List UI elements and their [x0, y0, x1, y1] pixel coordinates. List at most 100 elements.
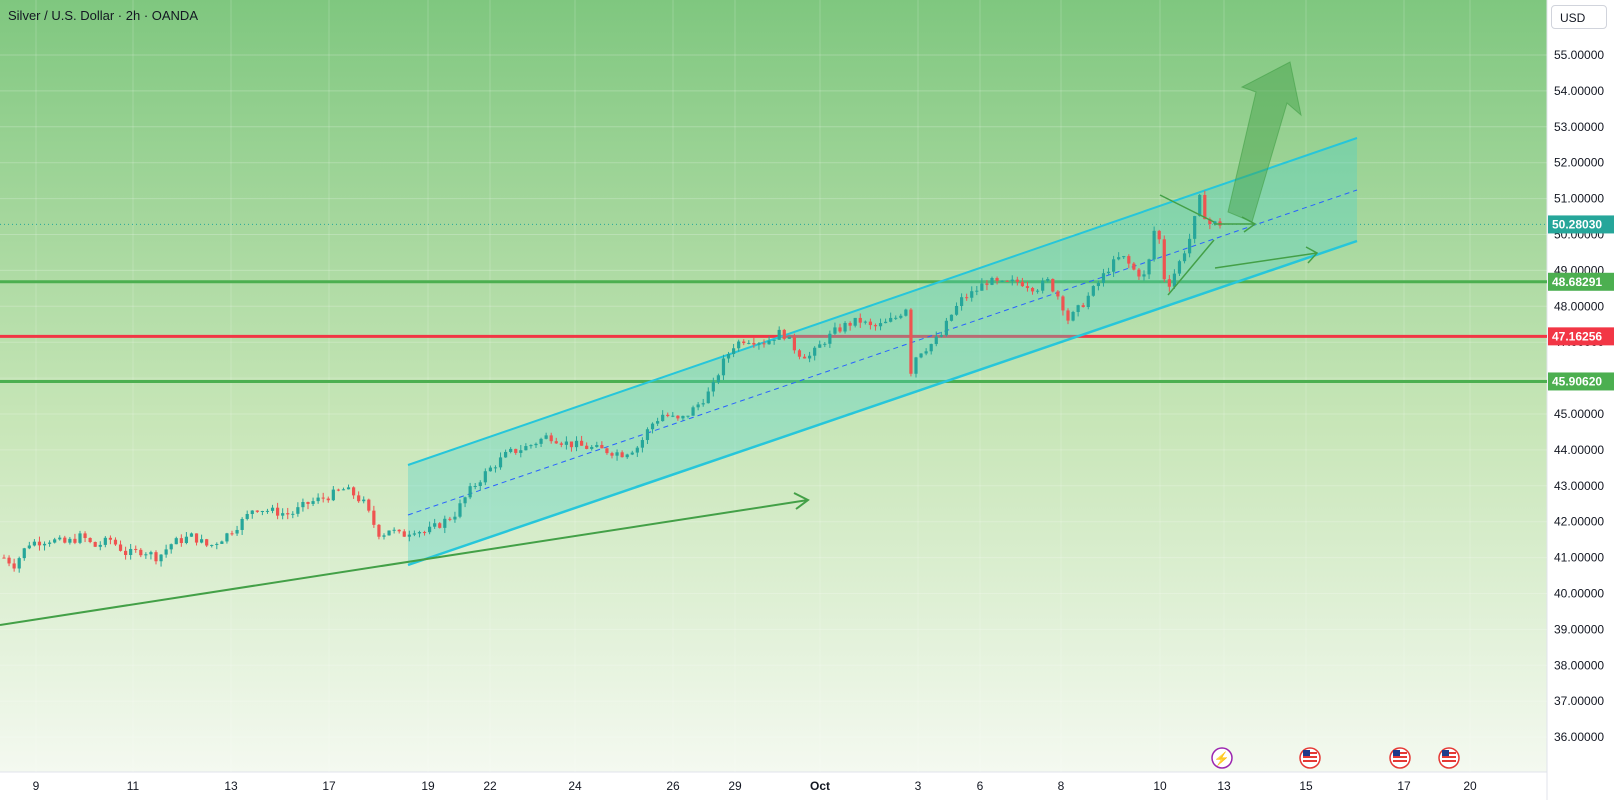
symbol-title[interactable]: Silver / U.S. Dollar · 2h · OANDA — [8, 8, 198, 23]
candle-body — [149, 552, 153, 555]
candle-body — [1182, 253, 1187, 262]
candle-body — [1046, 278, 1050, 281]
candle-body — [53, 539, 57, 543]
time-axis[interactable]: 9 11 13 17 19 22 24 26 29 Oct 3 6 8 10 13 15 17 20 — [33, 779, 1477, 793]
candle-body — [1157, 230, 1161, 240]
candle-body — [428, 526, 432, 533]
candle-body — [250, 510, 254, 515]
currency-button[interactable]: USD — [1551, 5, 1607, 29]
projection-arrow — [1227, 61, 1302, 223]
candle-body — [245, 514, 249, 519]
candle-body — [1025, 286, 1030, 289]
candle-body — [311, 501, 315, 504]
candle-body — [1086, 295, 1090, 308]
candle-body — [625, 454, 629, 458]
candle-body — [823, 343, 827, 345]
candle-body — [645, 429, 650, 441]
candle-body — [93, 542, 97, 547]
flag-stripe — [1442, 760, 1456, 762]
candle-body — [904, 309, 908, 316]
candle-body — [808, 355, 812, 359]
candle-body — [407, 534, 411, 537]
candle-body — [1081, 305, 1085, 308]
candle-body — [782, 329, 786, 339]
flag-stripe — [1303, 760, 1317, 762]
candle-body — [949, 314, 954, 321]
time-tick-label: 17 — [1397, 779, 1411, 793]
price-label-box — [1548, 372, 1614, 391]
candle-body — [929, 344, 933, 352]
candle-body — [569, 441, 574, 448]
candle-body — [103, 537, 107, 545]
candle-body — [671, 415, 675, 417]
candle-body — [1162, 239, 1166, 280]
candle-body — [83, 533, 87, 539]
candle-body — [726, 354, 731, 359]
candle-body — [813, 347, 817, 356]
candle-body — [792, 336, 796, 351]
candle-body — [1198, 194, 1202, 217]
candle-body — [787, 336, 791, 339]
candle-body — [529, 445, 533, 447]
candle-body — [42, 543, 47, 546]
candle-body — [960, 297, 964, 306]
candle-body — [939, 335, 943, 337]
channel-upper-line — [407, 137, 1358, 466]
candle-body — [818, 344, 822, 348]
flag-canton — [1393, 750, 1400, 756]
candle-body — [225, 533, 229, 542]
candle-body — [326, 498, 330, 501]
channel-lower-line — [407, 239, 1358, 567]
time-tick-label: 17 — [322, 779, 336, 793]
time-tick-label: 9 — [33, 779, 40, 793]
candle-body — [691, 407, 695, 416]
candle-body — [438, 523, 442, 528]
candle-body — [1127, 256, 1131, 264]
price-tick-label: 40.00000 — [1554, 587, 1604, 601]
candle-body — [1091, 286, 1095, 296]
candle-body — [767, 340, 771, 345]
candle-body — [468, 486, 472, 498]
candle-body — [179, 538, 183, 544]
candle-body — [134, 548, 138, 550]
trendline-arrow-head — [793, 492, 810, 510]
candle-body — [564, 441, 568, 445]
candle-body — [493, 467, 498, 469]
flag-canton — [1303, 750, 1310, 756]
candle-body — [483, 471, 487, 483]
price-tick-label: 38.00000 — [1554, 658, 1604, 672]
price-axis[interactable]: 55.00000 54.00000 53.00000 52.00000 51.00000… — [1548, 48, 1614, 744]
candle-body — [1071, 311, 1075, 321]
candle-body — [696, 404, 700, 408]
chart-background — [0, 0, 1547, 772]
candle-body — [235, 529, 239, 534]
candle-body — [559, 443, 563, 445]
candle-body — [220, 541, 224, 544]
candle-body — [22, 548, 26, 559]
candle-body — [113, 539, 118, 545]
overlay-drawings — [1159, 61, 1302, 296]
candle-body — [397, 529, 401, 532]
candle-body — [534, 443, 538, 446]
trendline — [0, 499, 809, 626]
candle-body — [737, 341, 741, 349]
candle-body — [346, 487, 351, 490]
candle-body — [884, 321, 888, 324]
candle-body — [980, 283, 984, 291]
small-arrow-line — [1214, 252, 1318, 269]
candle-body — [590, 446, 594, 449]
candle-body — [630, 452, 634, 455]
price-label-text: 47.16256 — [1552, 329, 1602, 343]
price-label-text: 45.90620 — [1552, 374, 1602, 388]
candle-body — [889, 317, 893, 322]
candle-body — [321, 497, 325, 499]
candle-body — [1122, 256, 1126, 258]
candle-body — [838, 327, 842, 332]
candle-body — [1106, 271, 1111, 274]
candle-body — [600, 445, 604, 449]
candles — [2, 190, 1222, 573]
candle-body — [944, 320, 948, 336]
price-tick-label: 39.00000 — [1554, 622, 1604, 636]
price-tick-label: 36.00000 — [1554, 730, 1604, 744]
